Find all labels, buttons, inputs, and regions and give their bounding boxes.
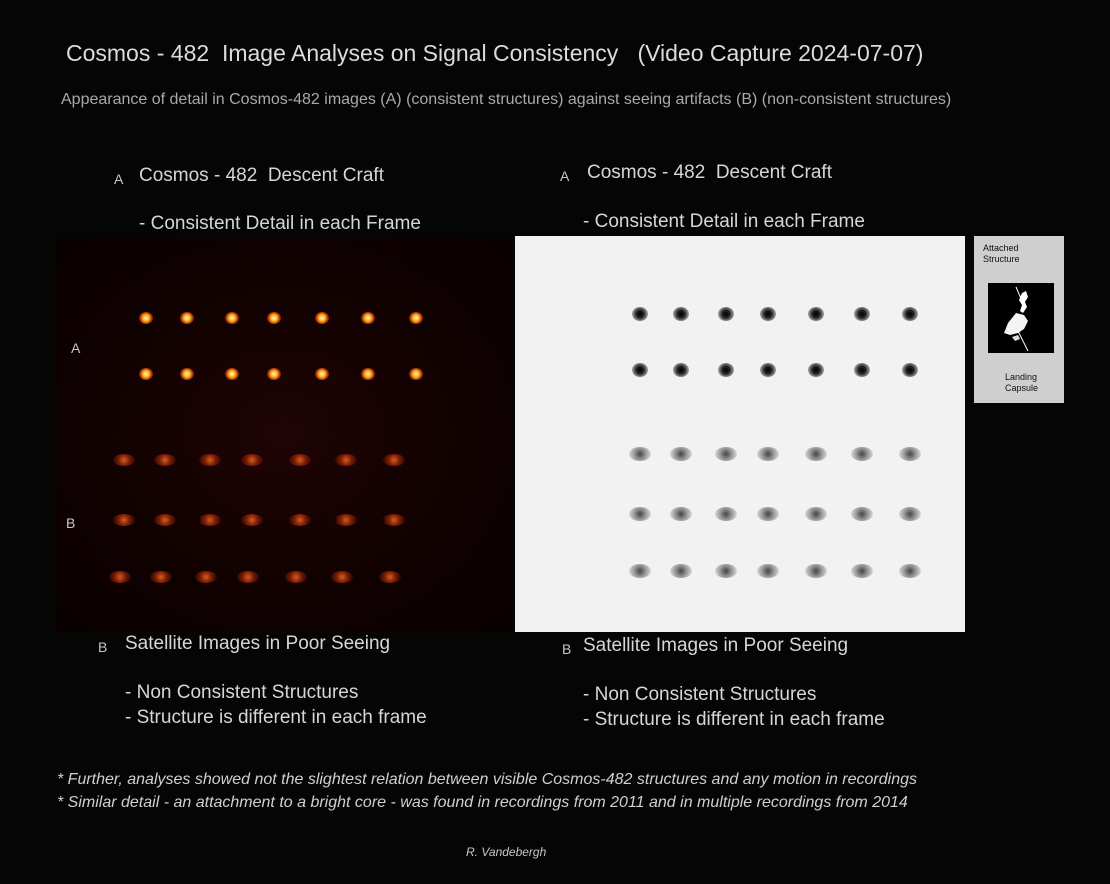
frame-b-diffuse-spot bbox=[331, 571, 353, 583]
frame-b-diffuse-spot bbox=[851, 507, 873, 521]
right-header-a-letter: A bbox=[560, 168, 570, 184]
frame-b-diffuse-spot bbox=[154, 514, 176, 526]
inset-label-capsule: Capsule bbox=[1005, 383, 1039, 393]
right-header-b-letter: B bbox=[562, 641, 572, 657]
right-header-a-detail: - Consistent Detail in each Frame bbox=[583, 211, 865, 232]
left-header-b-detail2: - Structure is different in each frame bbox=[125, 707, 427, 728]
frame-b-diffuse-spot bbox=[670, 564, 692, 578]
frame-b-diffuse-spot bbox=[241, 514, 263, 526]
frame-b-diffuse-spot bbox=[805, 564, 827, 578]
frame-b-diffuse-spot bbox=[383, 454, 405, 466]
left-header-b-title: Satellite Images in Poor Seeing bbox=[125, 633, 391, 654]
frame-a-dark-spot bbox=[632, 307, 648, 321]
frame-b-diffuse-spot bbox=[241, 454, 263, 466]
frame-a-dark-spot bbox=[760, 363, 776, 377]
right-header-b-title: Satellite Images in Poor Seeing bbox=[583, 635, 849, 656]
frame-b-diffuse-spot bbox=[113, 454, 135, 466]
frame-b-diffuse-spot bbox=[715, 564, 737, 578]
left-header-a-letter: A bbox=[114, 171, 124, 187]
frame-b-diffuse-spot bbox=[629, 507, 651, 521]
frame-a-bright-spot bbox=[361, 312, 375, 324]
frame-b-diffuse-spot bbox=[899, 447, 921, 461]
frame-a-bright-spot bbox=[361, 368, 375, 380]
frame-a-dark-spot bbox=[902, 363, 918, 377]
frame-b-diffuse-spot bbox=[670, 507, 692, 521]
footnote-2: * Similar detail - an attachment to a br… bbox=[57, 794, 908, 811]
frame-b-diffuse-spot bbox=[851, 564, 873, 578]
frame-b-diffuse-spot bbox=[629, 447, 651, 461]
left-header-b-letter: B bbox=[98, 639, 108, 655]
right-image-panel bbox=[515, 236, 965, 632]
frame-b-diffuse-spot bbox=[289, 514, 311, 526]
frame-a-bright-spot bbox=[139, 368, 153, 380]
frame-a-bright-spot bbox=[180, 368, 194, 380]
frame-a-bright-spot bbox=[409, 312, 423, 324]
frame-b-diffuse-spot bbox=[805, 447, 827, 461]
frame-b-diffuse-spot bbox=[113, 514, 135, 526]
frame-a-dark-spot bbox=[854, 307, 870, 321]
frame-a-bright-spot bbox=[139, 312, 153, 324]
inset-label-attached: Attached bbox=[983, 243, 1019, 253]
frame-a-bright-spot bbox=[315, 368, 329, 380]
inset-capsule-graphic bbox=[1004, 286, 1029, 352]
frame-b-diffuse-spot bbox=[715, 507, 737, 521]
frame-a-bright-spot bbox=[409, 368, 423, 380]
frame-a-dark-spot bbox=[760, 307, 776, 321]
left-header-b-detail1: - Non Consistent Structures bbox=[125, 682, 359, 703]
frame-a-bright-spot bbox=[180, 312, 194, 324]
frame-a-dark-spot bbox=[718, 363, 734, 377]
frame-b-diffuse-spot bbox=[150, 571, 172, 583]
frame-b-diffuse-spot bbox=[715, 447, 737, 461]
frame-a-dark-spot bbox=[902, 307, 918, 321]
frame-b-diffuse-spot bbox=[289, 454, 311, 466]
right-header-a-title: Cosmos - 482 Descent Craft bbox=[587, 162, 832, 183]
frame-b-diffuse-spot bbox=[109, 571, 131, 583]
inset-label-landing: Landing bbox=[1005, 372, 1038, 382]
frame-b-diffuse-spot bbox=[237, 571, 259, 583]
footnote-1: * Further, analyses showed not the sligh… bbox=[57, 771, 918, 788]
inset-label-structure: Structure bbox=[983, 254, 1020, 264]
page-title: Cosmos - 482 Image Analyses on Signal Co… bbox=[66, 40, 924, 66]
frame-a-bright-spot bbox=[267, 312, 281, 324]
frame-b-diffuse-spot bbox=[335, 454, 357, 466]
left-image-panel bbox=[56, 238, 512, 632]
frame-b-diffuse-spot bbox=[199, 514, 221, 526]
frame-a-dark-spot bbox=[808, 307, 824, 321]
frame-b-diffuse-spot bbox=[805, 507, 827, 521]
frame-a-bright-spot bbox=[225, 368, 239, 380]
frame-b-diffuse-spot bbox=[379, 571, 401, 583]
frame-a-bright-spot bbox=[315, 312, 329, 324]
frame-b-diffuse-spot bbox=[154, 454, 176, 466]
frame-b-diffuse-spot bbox=[757, 507, 779, 521]
frame-b-diffuse-spot bbox=[851, 447, 873, 461]
frame-b-diffuse-spot bbox=[757, 447, 779, 461]
frame-b-diffuse-spot bbox=[335, 514, 357, 526]
inset-image bbox=[988, 283, 1054, 353]
left-row-label-b: B bbox=[66, 515, 76, 531]
frame-a-bright-spot bbox=[267, 368, 281, 380]
frame-b-diffuse-spot bbox=[195, 571, 217, 583]
right-header-b-detail2: - Structure is different in each frame bbox=[583, 709, 885, 730]
frame-a-dark-spot bbox=[673, 307, 689, 321]
frame-b-diffuse-spot bbox=[285, 571, 307, 583]
frame-b-diffuse-spot bbox=[383, 514, 405, 526]
frame-a-dark-spot bbox=[718, 307, 734, 321]
frame-a-dark-spot bbox=[673, 363, 689, 377]
frame-b-diffuse-spot bbox=[629, 564, 651, 578]
left-row-label-a: A bbox=[71, 340, 81, 356]
frame-a-dark-spot bbox=[632, 363, 648, 377]
frame-b-diffuse-spot bbox=[199, 454, 221, 466]
frame-b-diffuse-spot bbox=[899, 564, 921, 578]
right-header-b-detail1: - Non Consistent Structures bbox=[583, 684, 817, 705]
frame-a-bright-spot bbox=[225, 312, 239, 324]
frame-b-diffuse-spot bbox=[670, 447, 692, 461]
left-header-a-title: Cosmos - 482 Descent Craft bbox=[139, 165, 384, 186]
page-subtitle: Appearance of detail in Cosmos-482 image… bbox=[61, 91, 952, 108]
frame-b-diffuse-spot bbox=[899, 507, 921, 521]
frame-b-diffuse-spot bbox=[757, 564, 779, 578]
left-header-a-detail: - Consistent Detail in each Frame bbox=[139, 213, 421, 234]
frame-a-dark-spot bbox=[808, 363, 824, 377]
frame-a-dark-spot bbox=[854, 363, 870, 377]
credit: R. Vandebergh bbox=[466, 845, 547, 859]
